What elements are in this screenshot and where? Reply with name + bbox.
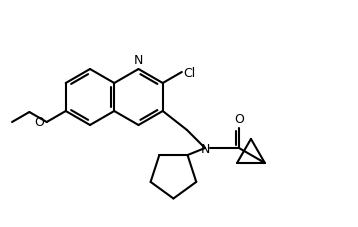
Text: O: O	[234, 113, 244, 126]
Text: Cl: Cl	[183, 66, 195, 79]
Text: O: O	[34, 116, 44, 129]
Text: N: N	[134, 54, 143, 67]
Text: N: N	[200, 142, 210, 155]
